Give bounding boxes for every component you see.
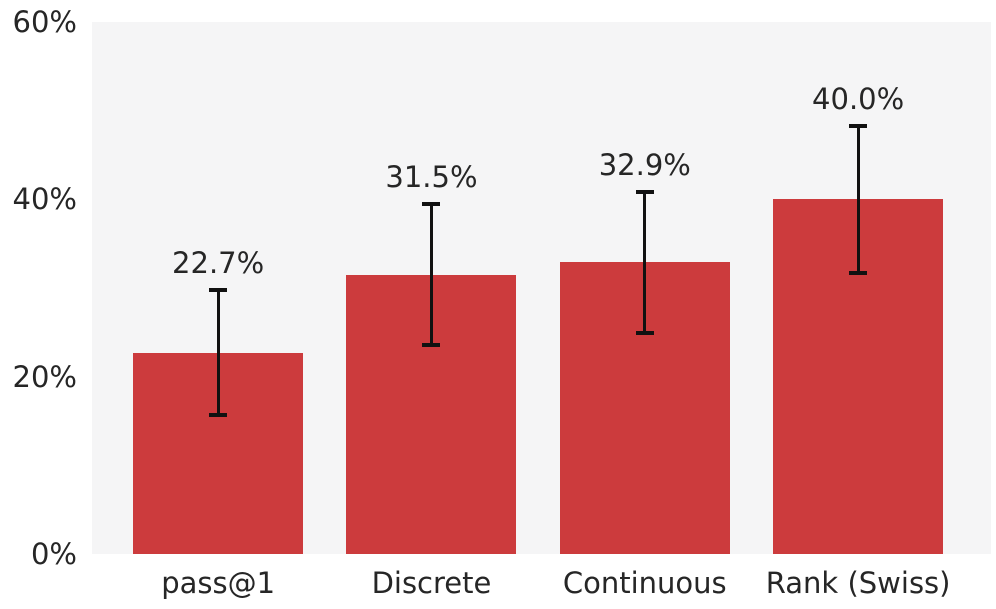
errorbar-line [216,289,220,415]
errorbar-line [856,125,860,273]
bar-value-label: 22.7% [172,245,265,280]
errorbar-line [429,203,433,345]
x-tick-label: Discrete [371,566,492,600]
errorbar-cap-top [849,123,868,128]
errorbar-cap-top [635,190,654,195]
errorbar-cap-top [422,201,441,206]
y-tick-label: 40% [12,182,77,217]
x-tick-label: Rank (Swiss) [765,566,951,600]
errorbar-cap-bottom [849,270,868,275]
errorbar-cap-bottom [635,331,654,336]
errorbar-cap-bottom [422,342,441,347]
errorbar-line [643,192,647,334]
y-tick-label: 20% [12,359,77,394]
y-tick-label: 60% [12,5,77,39]
bar-value-label: 31.5% [385,159,478,194]
errorbar-cap-bottom [209,412,228,417]
x-tick-label: pass@1 [161,566,276,600]
bar-value-label: 32.9% [598,148,691,183]
bar-value-label: 40.0% [812,81,905,116]
x-tick-label: Continuous [562,566,727,600]
y-tick-label: 0% [30,537,77,571]
plot-area: 22.7% 31.5% 32.9% 40.0% [92,22,991,554]
errorbar-cap-top [209,287,228,292]
